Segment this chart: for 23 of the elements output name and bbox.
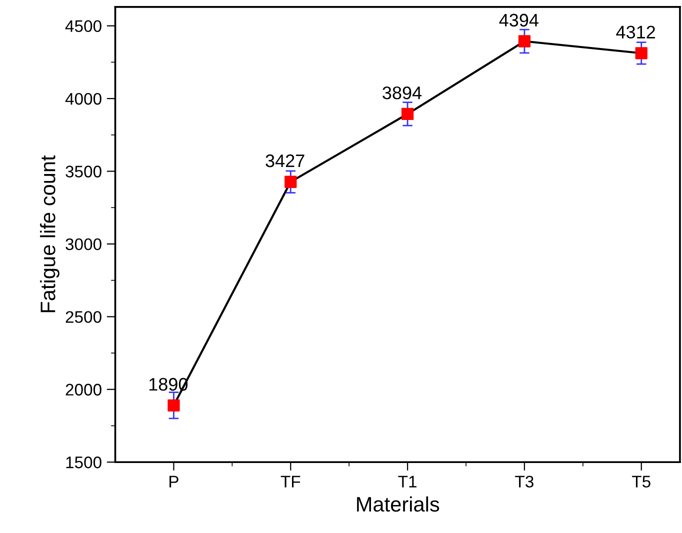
data-label: 4312 xyxy=(616,26,655,38)
point xyxy=(518,35,531,48)
data-label: 4394 xyxy=(499,14,538,27)
point xyxy=(168,399,180,412)
x-tick-label: P xyxy=(170,476,178,488)
x-tick-label: T5 xyxy=(632,476,650,488)
y-tick-label: 4500 xyxy=(65,20,102,32)
x-tick-label: TF xyxy=(280,476,300,488)
point xyxy=(635,47,648,60)
data-label: 3894 xyxy=(382,86,422,100)
x-axis-title: Materials xyxy=(357,496,440,512)
y-tick-label: 2500 xyxy=(66,311,102,323)
y-tick-label: 2000 xyxy=(66,384,102,396)
point xyxy=(284,176,297,188)
y-tick-label: 1500 xyxy=(66,456,102,468)
data-label: 3427 xyxy=(266,154,304,168)
y-tick-label: 3000 xyxy=(66,238,102,250)
x-tick-label: T1 xyxy=(398,476,416,488)
point xyxy=(401,108,414,120)
y-axis-title: Fatigue life count xyxy=(40,155,60,312)
y-tick-label: 3500 xyxy=(66,166,102,178)
y-tick-label: 4000 xyxy=(65,92,102,105)
x-tick-label: T3 xyxy=(515,476,534,488)
